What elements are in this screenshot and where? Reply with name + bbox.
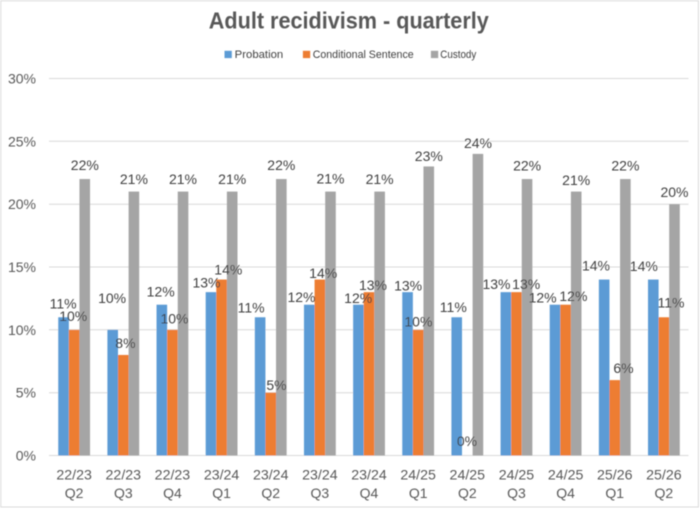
svg-text:Q2: Q2 (458, 485, 477, 501)
svg-text:Q1: Q1 (605, 485, 624, 501)
svg-text:23/24: 23/24 (351, 467, 387, 483)
svg-text:22%: 22% (611, 157, 639, 173)
svg-text:12%: 12% (559, 288, 587, 304)
svg-text:20%: 20% (8, 196, 36, 212)
svg-text:11%: 11% (658, 295, 685, 311)
svg-text:Probation: Probation (235, 49, 283, 61)
svg-text:11%: 11% (440, 299, 467, 315)
svg-text:12%: 12% (287, 289, 315, 305)
svg-text:10%: 10% (160, 310, 188, 326)
svg-text:11%: 11% (238, 299, 265, 315)
svg-text:13%: 13% (512, 276, 540, 292)
svg-text:23/24: 23/24 (253, 467, 289, 483)
svg-text:Q4: Q4 (163, 485, 182, 501)
svg-text:22%: 22% (267, 157, 295, 173)
svg-text:21%: 21% (316, 171, 344, 187)
svg-text:24%: 24% (464, 135, 492, 151)
svg-text:Q3: Q3 (507, 485, 526, 501)
svg-text:10%: 10% (8, 322, 36, 338)
svg-text:14%: 14% (582, 258, 610, 274)
svg-text:14%: 14% (630, 258, 658, 274)
svg-text:21%: 21% (169, 171, 197, 187)
svg-text:21%: 21% (120, 171, 148, 187)
svg-text:21%: 21% (562, 172, 590, 188)
svg-text:10%: 10% (404, 314, 432, 330)
svg-text:30%: 30% (8, 71, 36, 87)
svg-text:23/24: 23/24 (204, 467, 240, 483)
svg-text:Q2: Q2 (261, 485, 280, 501)
svg-text:5%: 5% (266, 377, 286, 393)
svg-text:12%: 12% (147, 283, 175, 299)
svg-text:22/23: 22/23 (155, 467, 191, 483)
svg-text:15%: 15% (8, 259, 36, 275)
svg-text:Q3: Q3 (114, 485, 133, 501)
svg-text:24/25: 24/25 (499, 467, 535, 483)
svg-text:25%: 25% (8, 133, 36, 149)
svg-text:14%: 14% (309, 265, 337, 281)
svg-text:13%: 13% (192, 275, 220, 291)
svg-text:8%: 8% (115, 335, 135, 351)
svg-text:10%: 10% (59, 308, 87, 324)
svg-text:11%: 11% (50, 296, 77, 312)
svg-text:24/25: 24/25 (400, 467, 436, 483)
svg-text:22%: 22% (513, 157, 541, 173)
svg-text:22/23: 22/23 (56, 467, 92, 483)
svg-text:Q1: Q1 (409, 485, 428, 501)
svg-text:Q4: Q4 (360, 485, 379, 501)
svg-text:21%: 21% (218, 171, 246, 187)
svg-text:Q4: Q4 (556, 485, 575, 501)
svg-text:Conditional Sentence: Conditional Sentence (313, 49, 414, 61)
svg-text:0%: 0% (457, 433, 477, 449)
svg-text:Q2: Q2 (655, 485, 674, 501)
svg-text:13%: 13% (394, 278, 422, 294)
svg-text:22/23: 22/23 (106, 467, 142, 483)
svg-text:Q1: Q1 (212, 485, 231, 501)
svg-text:13%: 13% (359, 277, 387, 293)
svg-text:Adult recidivism - quarterly: Adult recidivism - quarterly (209, 8, 489, 34)
svg-text:10%: 10% (98, 290, 126, 306)
svg-text:25/26: 25/26 (646, 467, 682, 483)
svg-text:25/26: 25/26 (597, 467, 633, 483)
svg-text:23%: 23% (415, 148, 443, 164)
svg-text:23/24: 23/24 (302, 467, 338, 483)
svg-text:0%: 0% (16, 448, 36, 464)
svg-text:14%: 14% (214, 261, 242, 277)
svg-text:20%: 20% (660, 184, 688, 200)
svg-text:24/25: 24/25 (450, 467, 486, 483)
svg-text:6%: 6% (613, 360, 633, 376)
svg-text:13%: 13% (482, 276, 510, 292)
svg-text:5%: 5% (16, 385, 36, 401)
svg-text:12%: 12% (344, 290, 372, 306)
svg-text:21%: 21% (366, 171, 394, 187)
svg-text:24/25: 24/25 (548, 467, 584, 483)
svg-text:Q2: Q2 (65, 485, 84, 501)
svg-text:22%: 22% (71, 157, 99, 173)
svg-text:Custody: Custody (440, 49, 476, 61)
svg-text:12%: 12% (529, 289, 557, 305)
svg-text:Q3: Q3 (311, 485, 330, 501)
